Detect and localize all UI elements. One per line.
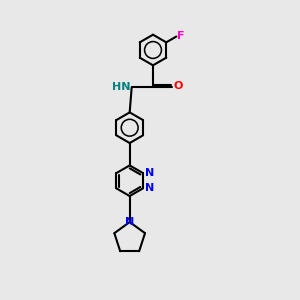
Text: N: N	[145, 183, 154, 194]
Text: F: F	[177, 32, 185, 41]
Text: HN: HN	[112, 82, 131, 92]
Text: N: N	[125, 217, 134, 226]
Text: O: O	[174, 81, 183, 92]
Text: N: N	[145, 168, 154, 178]
